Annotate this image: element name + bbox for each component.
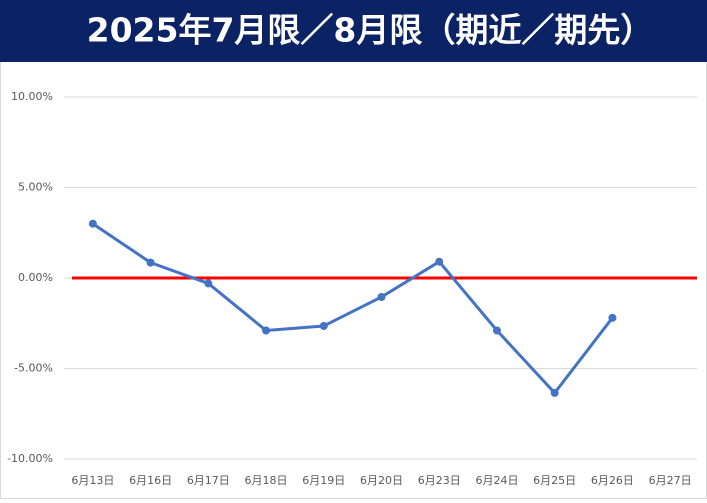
x-tick-label: 6月19日	[302, 474, 345, 487]
y-tick-label: 10.00%	[11, 90, 53, 103]
data-point	[262, 326, 271, 335]
x-tick-label: 6月27日	[649, 474, 692, 487]
x-tick-label: 6月25日	[533, 474, 576, 487]
x-tick-label: 6月18日	[245, 474, 288, 487]
x-tick-label: 6月17日	[187, 474, 230, 487]
x-tick-label: 6月13日	[71, 474, 114, 487]
data-point	[146, 258, 155, 267]
x-tick-label: 6月20日	[360, 474, 403, 487]
x-tick-label: 6月26日	[591, 474, 634, 487]
y-tick-label: -5.00%	[14, 362, 53, 375]
data-point	[550, 388, 559, 397]
data-point	[608, 313, 617, 322]
data-point	[204, 279, 213, 288]
data-point	[88, 219, 97, 228]
y-tick-label: 0.00%	[18, 271, 53, 284]
y-tick-label: -10.00%	[7, 452, 53, 465]
series-line	[92, 222, 614, 395]
title-banner	[0, 0, 707, 62]
data-point	[492, 326, 501, 335]
data-point	[435, 257, 444, 266]
data-point	[319, 321, 328, 330]
x-tick-label: 6月24日	[475, 474, 518, 487]
chart-title: 2025年7月限／8月限（期近／期先）	[87, 11, 654, 50]
y-tick-label: 5.00%	[18, 181, 53, 194]
x-tick-label: 6月23日	[418, 474, 461, 487]
x-tick-label: 6月16日	[129, 474, 172, 487]
data-point	[377, 293, 386, 302]
